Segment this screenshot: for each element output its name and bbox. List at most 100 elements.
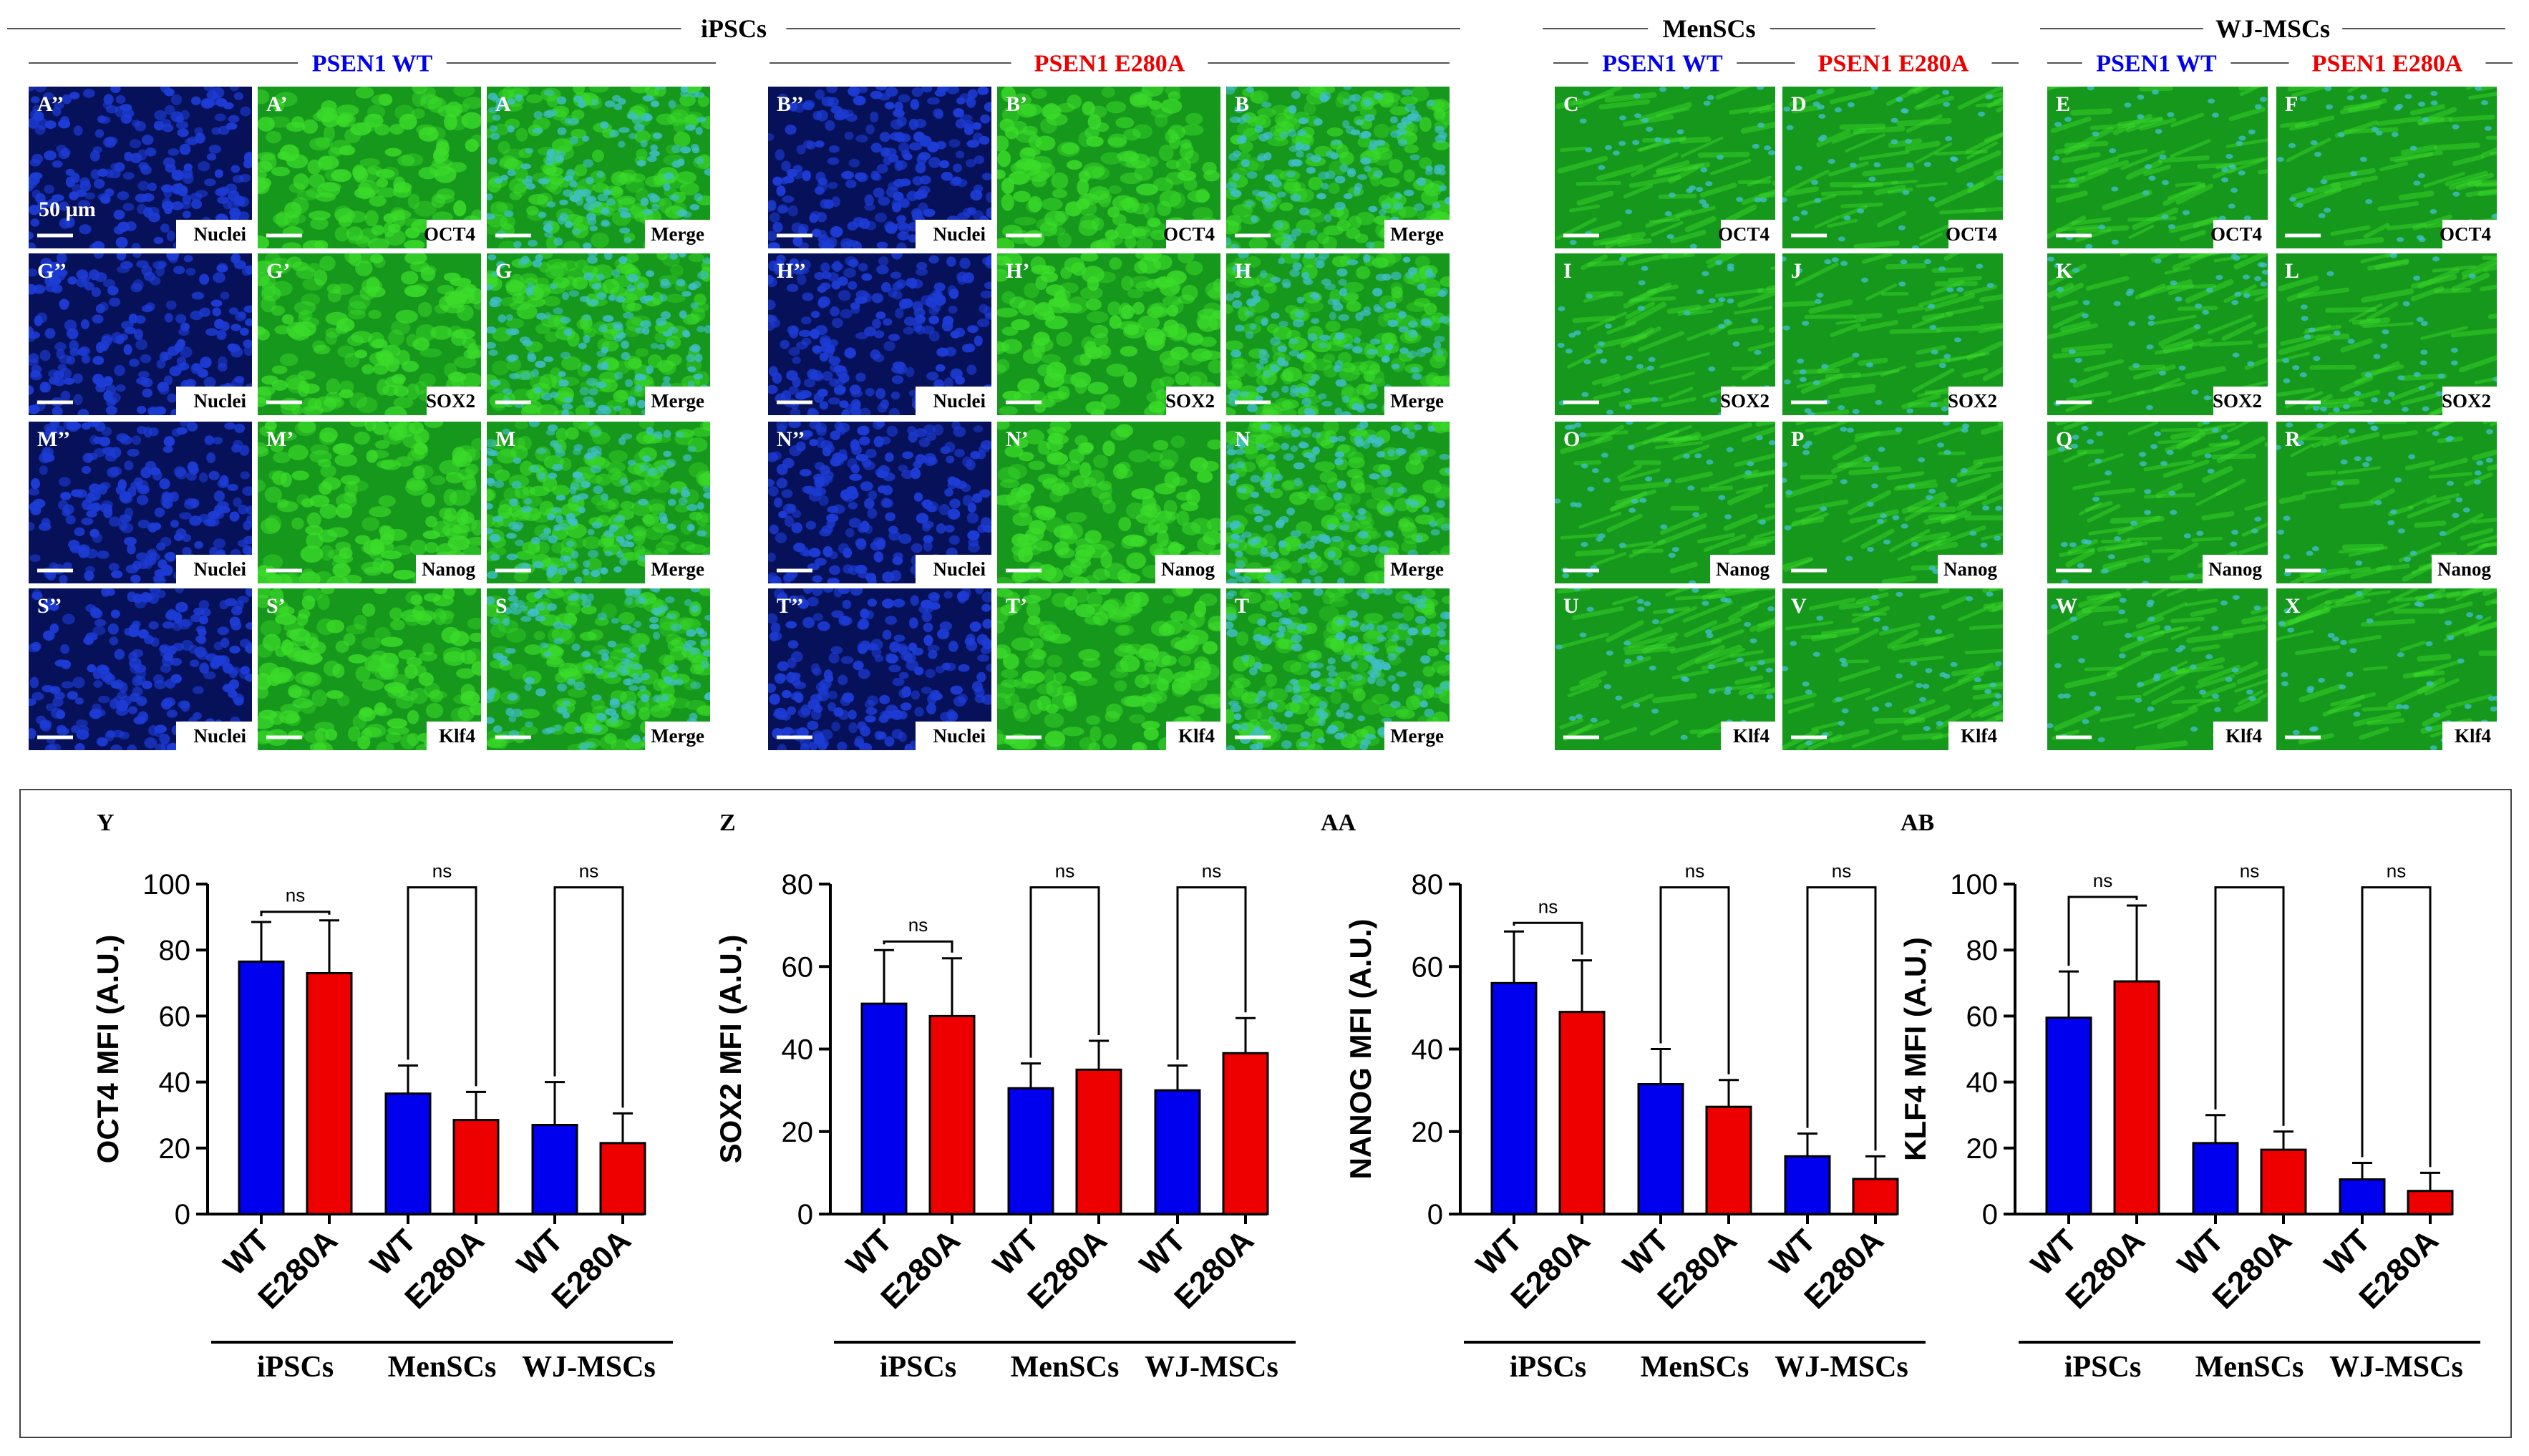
cell — [388, 329, 404, 346]
nucleus — [1238, 487, 1247, 493]
cell — [634, 130, 651, 144]
nucleus — [1424, 169, 1433, 175]
cell — [546, 258, 568, 269]
cell — [561, 260, 578, 271]
cell — [555, 427, 568, 442]
nucleus — [155, 743, 166, 750]
nucleus — [959, 258, 971, 269]
nucleus — [67, 691, 79, 700]
nucleus — [34, 315, 43, 326]
cell — [421, 492, 436, 508]
nucleus — [156, 359, 166, 369]
nucleus — [567, 678, 576, 685]
nucleus — [74, 743, 85, 750]
nucleus — [64, 216, 75, 228]
cell — [423, 87, 436, 97]
cell — [1276, 115, 1297, 128]
nucleus — [890, 271, 902, 279]
nucleus — [1432, 202, 1441, 209]
cell — [666, 634, 681, 645]
cell — [636, 148, 648, 160]
nucleus — [224, 422, 236, 430]
nucleus — [634, 384, 643, 393]
nucleus — [203, 671, 216, 680]
nucleus — [522, 178, 533, 185]
nucleus — [652, 431, 663, 440]
nucleus — [1357, 530, 1369, 539]
nucleus — [849, 384, 861, 395]
nucleus — [1299, 440, 1307, 448]
nucleus — [1309, 487, 1319, 494]
cell — [281, 314, 294, 325]
nucleus — [129, 359, 140, 367]
nucleus — [634, 621, 642, 628]
nucleus — [873, 188, 885, 198]
nucleus — [619, 211, 631, 218]
nucleus — [164, 313, 173, 323]
nucleus — [822, 371, 833, 381]
nucleus — [1382, 202, 1391, 210]
nucleus — [1374, 437, 1384, 446]
cell — [1013, 437, 1029, 449]
nucleus — [1312, 446, 1320, 455]
nucleus — [583, 242, 592, 248]
nucleus — [1259, 270, 1268, 278]
nucleus — [111, 570, 123, 578]
nucleus — [607, 641, 617, 648]
cell — [394, 105, 415, 121]
cell — [440, 611, 454, 625]
nucleus — [114, 649, 125, 660]
nucleus — [845, 179, 857, 188]
nucleus — [1356, 424, 1364, 431]
cell — [1206, 518, 1220, 532]
cell — [1079, 213, 1100, 230]
cell — [324, 169, 346, 182]
cell — [551, 542, 565, 554]
cell — [1374, 123, 1390, 139]
nucleus — [941, 320, 953, 332]
nucleus — [534, 387, 542, 394]
nucleus — [800, 316, 812, 325]
nucleus — [560, 351, 571, 359]
cell — [1250, 90, 1269, 105]
cell — [596, 473, 612, 486]
cell — [393, 385, 409, 397]
nucleus — [136, 552, 148, 561]
nucleus — [1363, 254, 1371, 263]
nucleus — [205, 653, 218, 662]
nucleus — [105, 168, 114, 178]
nucleus — [115, 94, 126, 105]
cell — [1144, 328, 1165, 344]
nucleus — [511, 708, 523, 717]
panel-label: Nuclei — [933, 558, 986, 580]
nucleus — [591, 570, 601, 578]
nucleus — [84, 282, 94, 291]
nucleus — [626, 700, 636, 707]
nucleus — [1291, 253, 1301, 259]
nucleus — [844, 131, 854, 140]
nucleus — [905, 367, 915, 377]
nucleus — [598, 649, 610, 656]
nucleus — [813, 473, 825, 482]
cell — [258, 715, 275, 729]
nucleus — [946, 256, 956, 267]
nucleus — [775, 149, 785, 161]
nucleus — [586, 377, 598, 387]
cell — [448, 291, 467, 305]
cell — [494, 123, 510, 136]
nucleus — [80, 319, 89, 329]
nucleus — [976, 319, 990, 328]
nucleus — [815, 140, 825, 148]
nucleus — [808, 491, 822, 502]
nucleus — [1319, 94, 1330, 102]
nucleus — [565, 513, 576, 522]
cell — [621, 297, 636, 313]
nucleus — [1226, 443, 1234, 451]
nucleus — [170, 94, 183, 106]
nucleus — [579, 296, 590, 303]
nucleus — [546, 148, 555, 157]
nucleus — [217, 626, 230, 636]
cell — [1296, 521, 1313, 534]
nucleus — [829, 551, 838, 560]
nucleus — [640, 140, 648, 147]
